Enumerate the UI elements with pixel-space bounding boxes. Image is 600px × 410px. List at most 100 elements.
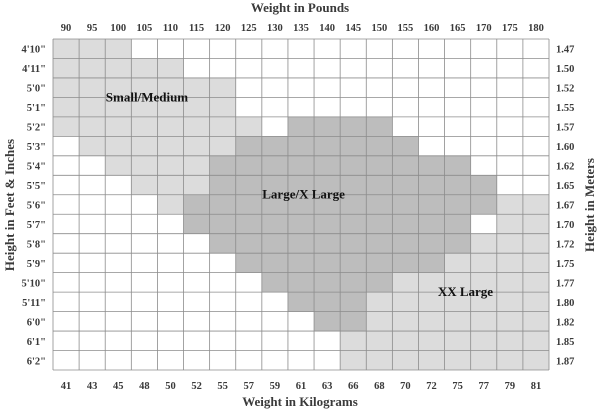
grid-cell-empty xyxy=(444,136,471,156)
tick-label-pounds: 175 xyxy=(502,23,518,34)
grid-cell-large-x-large xyxy=(314,311,341,332)
grid-cell-large-x-large xyxy=(287,272,315,293)
grid-cell-empty xyxy=(418,136,445,156)
grid-cell-xx-large xyxy=(392,292,419,312)
grid-cell-empty xyxy=(444,97,471,117)
grid-cell-empty xyxy=(53,175,80,195)
grid-cell-empty xyxy=(105,292,132,312)
grid-cell-empty xyxy=(157,331,184,351)
grid-cell-empty xyxy=(261,77,288,98)
grid-cell-empty xyxy=(79,253,106,273)
grid-cell-empty xyxy=(105,350,132,370)
grid-cell-large-x-large xyxy=(340,311,367,332)
grid-cell-empty xyxy=(470,155,497,176)
grid-cell-empty xyxy=(314,77,341,98)
grid-cell-large-x-large xyxy=(340,155,367,176)
tick-label-kilograms: 48 xyxy=(139,381,150,392)
grid-cell-small-medium xyxy=(157,175,184,195)
tick-label-meters: 1.52 xyxy=(556,84,574,95)
grid-cell-empty xyxy=(235,331,262,351)
grid-cell-empty xyxy=(157,272,184,293)
grid-cell-empty xyxy=(366,39,393,59)
grid-cell-large-x-large xyxy=(340,194,367,215)
grid-cell-small-medium xyxy=(183,97,210,117)
grid-cell-large-x-large xyxy=(235,253,262,273)
grid-cell-empty xyxy=(522,175,549,195)
grid-cell-empty xyxy=(235,272,262,293)
tick-label-kilograms: 61 xyxy=(296,381,307,392)
grid-cell-large-x-large xyxy=(314,155,341,176)
grid-cell-empty xyxy=(79,155,106,176)
tick-label-kilograms: 52 xyxy=(191,381,202,392)
grid-cell-large-x-large xyxy=(340,272,367,293)
tick-label-meters: 1.62 xyxy=(556,162,574,173)
tick-label-feet-inches: 6'0" xyxy=(27,317,46,328)
grid-cell-xx-large xyxy=(470,233,497,254)
grid-cell-empty xyxy=(105,214,132,234)
grid-cell-empty xyxy=(261,331,288,351)
grid-cell-empty xyxy=(340,97,367,117)
grid-cell-empty xyxy=(314,350,341,370)
tick-label-pounds: 140 xyxy=(319,23,335,34)
grid-cell-xx-large xyxy=(496,214,523,234)
tick-label-feet-inches: 4'11" xyxy=(22,64,46,75)
tick-label-pounds: 180 xyxy=(528,23,544,34)
grid-cell-small-medium xyxy=(131,155,158,176)
grid-cell-small-medium xyxy=(157,136,184,156)
grid-cell-empty xyxy=(53,214,80,234)
grid-cell-large-x-large xyxy=(366,136,393,156)
grid-cell-xx-large xyxy=(444,272,471,293)
grid-cell-empty xyxy=(392,58,419,78)
tick-label-meters: 1.50 xyxy=(556,64,574,75)
tick-label-meters: 1.65 xyxy=(556,181,574,192)
grid-cell-empty xyxy=(79,214,106,234)
grid-cell-large-x-large xyxy=(340,175,367,195)
region-label-xx-large: XX Large xyxy=(438,284,493,299)
grid-cell-empty xyxy=(235,39,262,59)
tick-label-kilograms: 75 xyxy=(452,381,463,392)
grid-cell-large-x-large xyxy=(444,194,471,215)
grid-cell-small-medium xyxy=(183,175,210,195)
axis-labels: 90 95 100 105 110 115 120 125 130 135 140 145 150 155… xyxy=(22,23,575,392)
grid-cell-empty xyxy=(235,311,262,332)
grid-cell-empty xyxy=(470,116,497,137)
grid-cell-empty xyxy=(157,350,184,370)
grid-cell-empty xyxy=(392,77,419,98)
bottom-axis-title: Weight in Kilograms xyxy=(242,394,358,409)
grid-cell-empty xyxy=(287,97,315,117)
grid-cell-large-x-large xyxy=(261,214,288,234)
grid-cell-empty xyxy=(105,175,132,195)
grid-cells xyxy=(53,39,549,370)
grid-cell-empty xyxy=(261,292,288,312)
grid-cell-large-x-large xyxy=(470,194,497,215)
grid-cell-xx-large xyxy=(470,253,497,273)
grid-cell-empty xyxy=(314,331,341,351)
grid-cell-large-x-large xyxy=(287,155,315,176)
region-label-large-x-large: Large/X Large xyxy=(262,187,345,202)
grid-cell-xx-large xyxy=(470,292,497,312)
grid-cell-large-x-large xyxy=(314,272,341,293)
grid-cell-empty xyxy=(131,331,158,351)
grid-cell-large-x-large xyxy=(261,233,288,254)
grid-cell-xx-large xyxy=(470,272,497,293)
tick-label-pounds: 155 xyxy=(398,23,414,34)
gridlines xyxy=(52,38,550,371)
tick-label-meters: 1.80 xyxy=(556,298,574,309)
grid-cell-small-medium xyxy=(157,194,184,215)
grid-cell-empty xyxy=(235,292,262,312)
tick-label-feet-inches: 6'2" xyxy=(27,356,46,367)
grid-cell-xx-large xyxy=(522,311,549,332)
tick-label-kilograms: 57 xyxy=(244,381,255,392)
grid-cell-small-medium xyxy=(157,77,184,98)
grid-cell-empty xyxy=(53,194,80,215)
grid-cell-small-medium xyxy=(79,39,106,59)
tick-label-pounds: 145 xyxy=(345,23,361,34)
grid-cell-empty xyxy=(314,58,341,78)
grid-cell-large-x-large xyxy=(314,253,341,273)
grid-cell-xx-large xyxy=(418,331,445,351)
grid-cell-small-medium xyxy=(53,39,80,59)
grid-cell-large-x-large xyxy=(287,214,315,234)
grid-cell-empty xyxy=(183,350,210,370)
grid-cell-empty xyxy=(79,233,106,254)
grid-cell-large-x-large xyxy=(314,136,341,156)
